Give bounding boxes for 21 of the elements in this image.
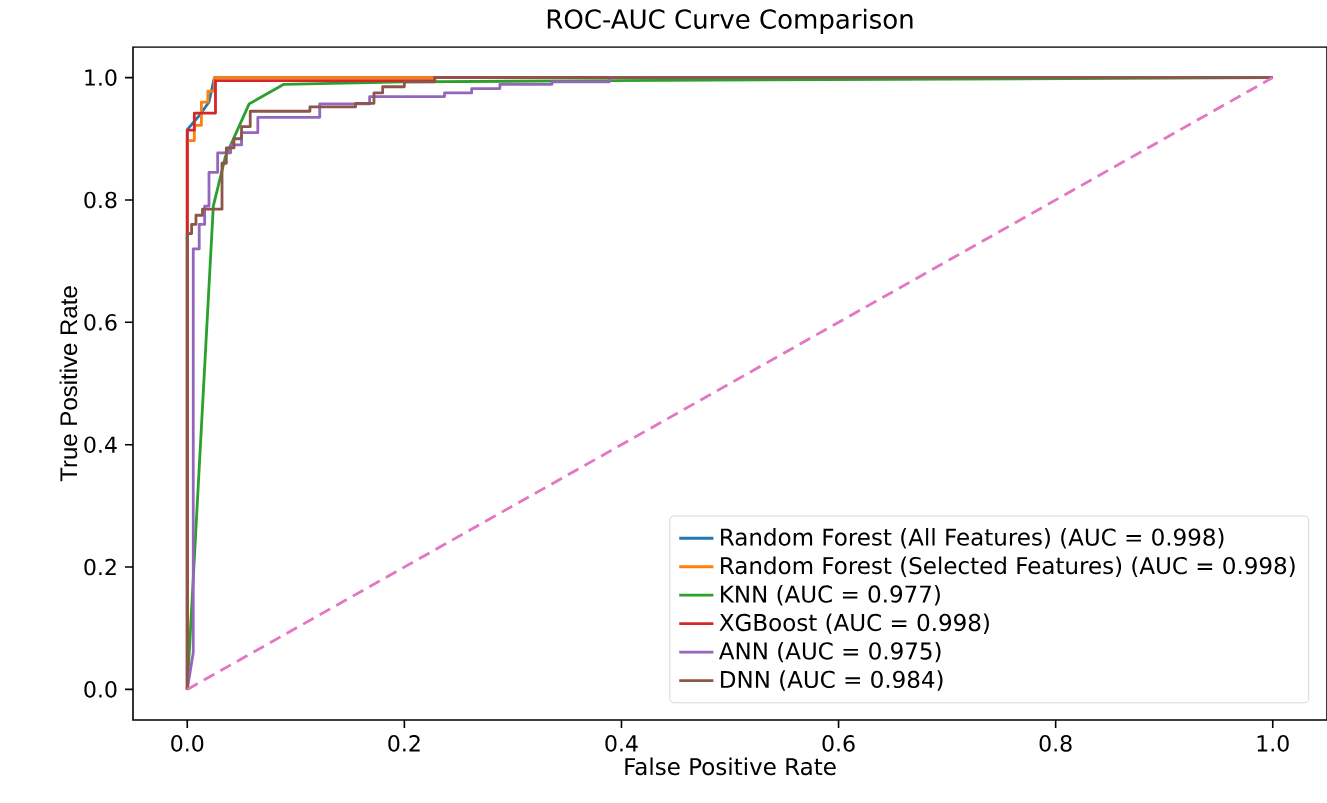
y-axis-title: True Positive Rate xyxy=(59,286,78,482)
y-tick-label: 0.2 xyxy=(84,558,116,576)
y-tick-label: 0.6 xyxy=(84,314,117,331)
x-tick-label: 0.6 xyxy=(822,735,855,752)
legend-label: ANN (AUC = 0.975) xyxy=(718,641,941,663)
chart-title: ROC-AUC Curve Comparison xyxy=(547,8,913,34)
legend-label: DNN (AUC = 0.984) xyxy=(721,670,943,691)
legend-label: KNN (AUC = 0.977) xyxy=(721,584,940,606)
x-tick-label: 0.8 xyxy=(1039,735,1072,752)
x-axis-title: False Positive Rate xyxy=(625,757,836,776)
x-tick-label: 1.0 xyxy=(1257,735,1289,752)
x-tick-label: 0.0 xyxy=(171,735,204,752)
legend-label: XGBoost (AUC = 0.998) xyxy=(719,613,989,634)
y-tick-label: 0.8 xyxy=(84,191,117,209)
y-tick-label: 0.0 xyxy=(84,681,117,698)
y-tick-label: 1.0 xyxy=(85,69,117,86)
legend-label: Random Forest (Selected Features) (AUC = 0.998) xyxy=(721,556,1295,578)
legend-label: Random Forest (All Features) (AUC = 0.998) xyxy=(721,528,1224,549)
y-tick-label: 0.4 xyxy=(84,436,117,453)
x-tick-label: 0.4 xyxy=(605,735,638,752)
x-tick-label: 0.2 xyxy=(388,735,420,752)
